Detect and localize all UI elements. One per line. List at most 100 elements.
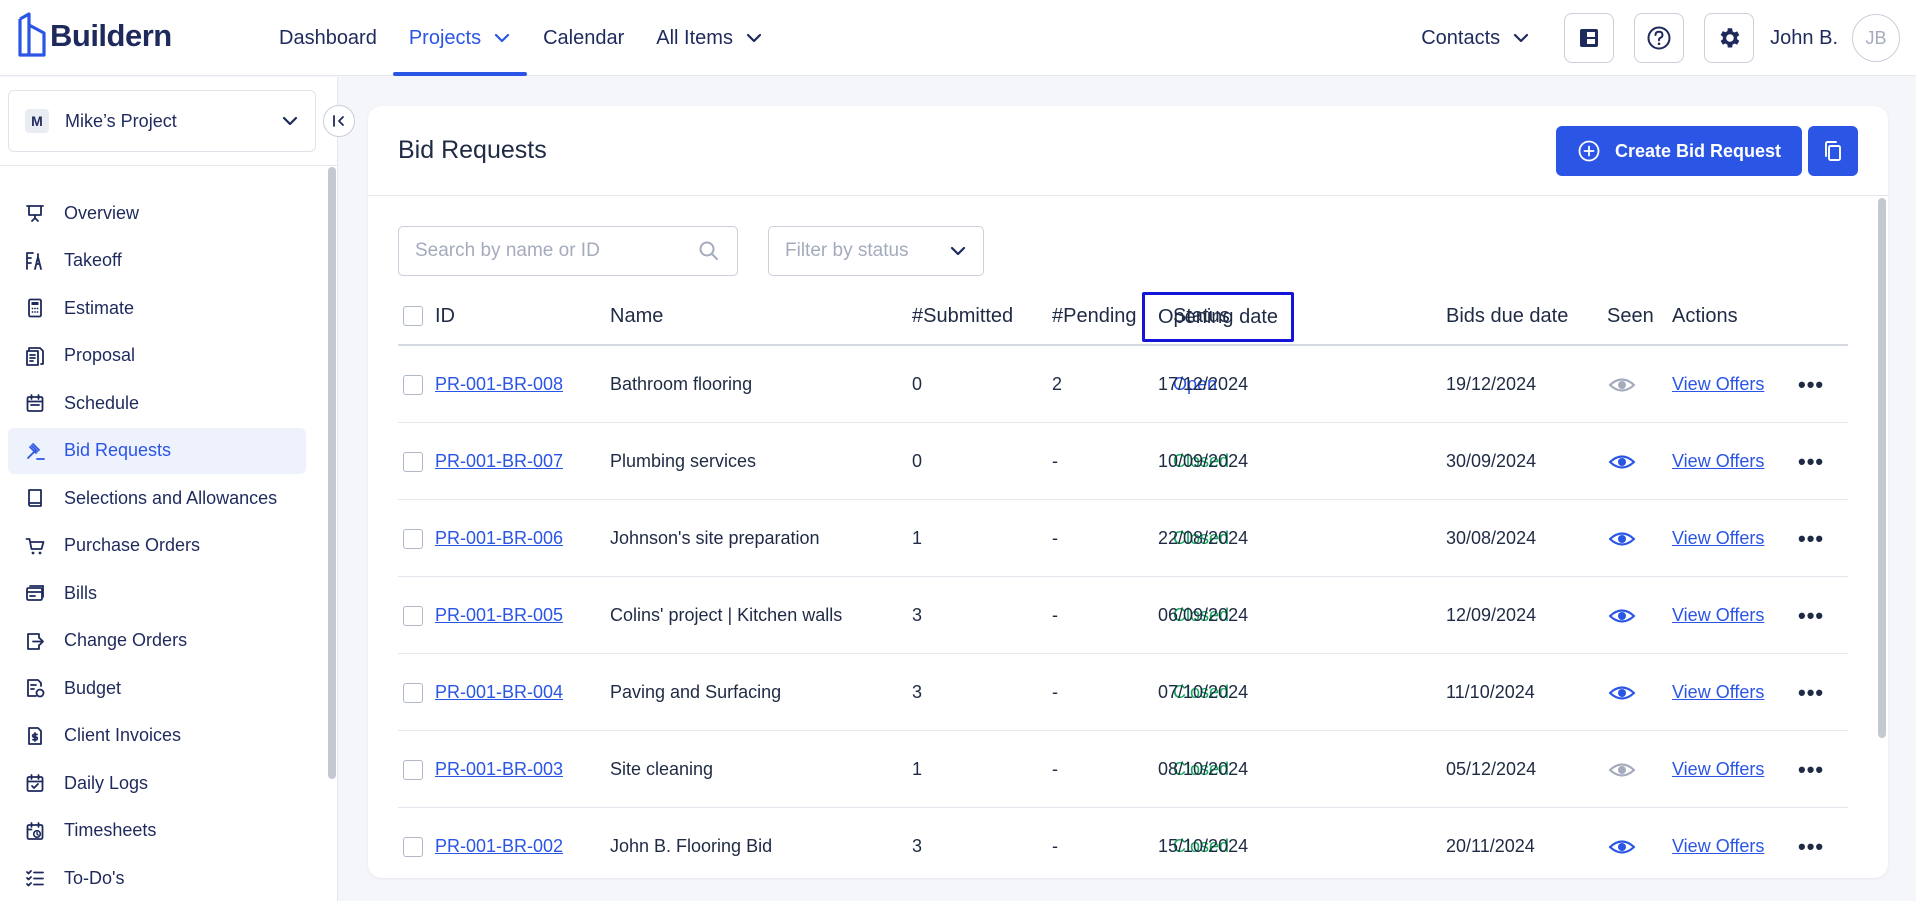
more-options-icon[interactable]: ••• (1798, 833, 1825, 859)
view-offers-link[interactable]: View Offers (1672, 528, 1765, 548)
bid-request-id-link[interactable]: PR-001-BR-005 (435, 605, 564, 625)
select-all-checkbox[interactable] (403, 306, 423, 326)
opening-date-cell: 08/10/2024 (1158, 759, 1249, 779)
column-bids-due-date[interactable]: Bids due date (1446, 304, 1569, 327)
table-row[interactable]: PR-001-BR-008 Bathroom flooring 0 2 Open 17/1… (398, 346, 1848, 423)
cart-icon (25, 537, 45, 554)
sidebar-item-takeoff[interactable]: Takeoff (8, 238, 306, 284)
search-input[interactable] (415, 240, 697, 262)
avatar[interactable]: JB (1852, 14, 1900, 62)
row-checkbox[interactable] (403, 759, 423, 780)
sidebar-item-bid-requests[interactable]: Bid Requests (8, 427, 306, 474)
view-offers-link[interactable]: View Offers (1672, 605, 1765, 625)
column-pending[interactable]: #Pending (1052, 304, 1137, 327)
nav-projects[interactable]: Projects (392, 0, 528, 76)
actions-cell: View Offers (1672, 577, 1764, 654)
more-cell: ••• (1798, 577, 1824, 654)
brand-logo[interactable]: Buildern (16, 10, 172, 62)
sidebar-item-selections[interactable]: Selections and Allowances (8, 475, 306, 521)
more-options-icon[interactable]: ••• (1798, 371, 1825, 397)
collapse-sidebar-button[interactable] (323, 105, 355, 137)
row-checkbox[interactable] (403, 451, 423, 472)
row-checkbox[interactable] (403, 605, 423, 626)
view-offers-link[interactable]: View Offers (1672, 374, 1765, 394)
chevron-down-icon (950, 246, 966, 256)
sidebar-item-proposal[interactable]: Proposal (8, 333, 306, 379)
row-select-cell (403, 423, 423, 500)
dashboard-layout-button[interactable] (1564, 13, 1615, 63)
column-seen[interactable]: Seen (1607, 304, 1654, 327)
contacts-menu[interactable]: Contacts (1421, 27, 1530, 50)
view-offers-link[interactable]: View Offers (1672, 836, 1765, 856)
column-actions[interactable]: Actions (1672, 304, 1738, 327)
column-status[interactable]: Status (1173, 304, 1230, 327)
bid-request-id-link[interactable]: PR-001-BR-008 (435, 374, 564, 394)
bid-request-id-link[interactable]: PR-001-BR-006 (435, 528, 564, 548)
help-button[interactable] (1634, 13, 1685, 63)
row-checkbox[interactable] (403, 528, 423, 549)
chevron-down-icon (746, 33, 762, 43)
more-options-icon[interactable]: ••• (1798, 756, 1825, 782)
page-title: Bid Requests (398, 136, 547, 164)
table-row[interactable]: PR-001-BR-002 John B. Flooring Bid 3 - Close… (398, 808, 1848, 878)
sidebar-item-timesheets[interactable]: Timesheets (8, 808, 306, 854)
row-checkbox[interactable] (403, 682, 423, 703)
sidebar-item-change-orders[interactable]: Change Orders (8, 618, 306, 664)
bids-due-date-cell: 19/12/2024 (1446, 374, 1537, 394)
table-row[interactable]: PR-001-BR-006 Johnson's site preparation 1… (398, 500, 1848, 577)
more-options-icon[interactable]: ••• (1798, 679, 1825, 705)
brand-name: Buildern (50, 18, 172, 53)
nav-dashboard[interactable]: Dashboard (263, 0, 393, 76)
bid-request-id-link[interactable]: PR-001-BR-007 (435, 451, 564, 471)
column-opening-date[interactable]: Opening date (1142, 292, 1294, 342)
card-scrollbar[interactable] (1878, 198, 1886, 738)
sidebar-item-label: Overview (64, 202, 140, 223)
sidebar-item-overview[interactable]: Overview (8, 190, 306, 236)
row-checkbox[interactable] (403, 374, 423, 395)
search-input-wrapper[interactable] (398, 226, 738, 276)
more-options-icon[interactable]: ••• (1798, 448, 1825, 474)
sidebar-item-daily-logs[interactable]: Daily Logs (8, 760, 306, 806)
nav-all-items[interactable]: All Items (640, 0, 779, 76)
sidebar-item-label: Daily Logs (64, 772, 149, 793)
sidebar-scrollbar[interactable] (328, 167, 336, 779)
submitted-cell: 0 (912, 374, 923, 394)
user-name[interactable]: John B. (1770, 26, 1838, 49)
table-row[interactable]: PR-001-BR-004 Paving and Surfacing 3 - Close… (398, 654, 1848, 731)
project-selector[interactable]: M Mike’s Project (8, 90, 316, 152)
sidebar-item-client-invoices[interactable]: Client Invoices (8, 713, 306, 759)
table-row[interactable]: PR-001-BR-005 Colins' project | Kitchen w… (398, 577, 1848, 654)
sidebar-item-schedule[interactable]: Schedule (8, 380, 306, 426)
sidebar-item-purchase-orders[interactable]: Purchase Orders (8, 523, 306, 569)
sidebar-item-estimate[interactable]: Estimate (8, 285, 306, 331)
status-filter-dropdown[interactable]: Filter by status (768, 226, 984, 276)
column-submitted[interactable]: #Submitted (912, 304, 1014, 327)
sidebar-item-budget[interactable]: Budget (8, 665, 306, 711)
view-offers-link[interactable]: View Offers (1672, 682, 1765, 702)
more-options-icon[interactable]: ••• (1798, 602, 1825, 628)
sidebar-item-bills[interactable]: Bills (8, 570, 306, 616)
column-id[interactable]: ID (435, 304, 455, 327)
bid-request-id-link[interactable]: PR-001-BR-002 (435, 836, 564, 856)
more-options-icon[interactable]: ••• (1798, 525, 1825, 551)
eye-icon (1608, 762, 1636, 777)
bid-request-id-link[interactable]: PR-001-BR-004 (435, 682, 564, 702)
nav-calendar[interactable]: Calendar (527, 0, 640, 76)
copy-button[interactable] (1808, 126, 1858, 176)
table-row[interactable]: PR-001-BR-007 Plumbing services 0 - Closed 10… (398, 423, 1848, 500)
checklist-icon (26, 870, 44, 887)
more-cell: ••• (1798, 346, 1824, 423)
bid-request-id-link[interactable]: PR-001-BR-003 (435, 759, 564, 779)
settings-button[interactable] (1704, 13, 1755, 63)
create-bid-request-button[interactable]: Create Bid Request (1556, 126, 1802, 176)
table-header: ID Name #Submitted #Pending Status Openi… (398, 286, 1848, 346)
row-checkbox[interactable] (403, 836, 423, 857)
sidebar-item-label: Purchase Orders (64, 535, 201, 555)
chevron-down-icon (1514, 33, 1529, 43)
view-offers-link[interactable]: View Offers (1672, 451, 1765, 471)
column-name[interactable]: Name (610, 304, 664, 327)
id-cell: PR-001-BR-004 (435, 654, 563, 731)
table-row[interactable]: PR-001-BR-003 Site cleaning 1 - Closed 08/10/… (398, 731, 1848, 808)
sidebar-item-todos[interactable]: To-Do's (8, 855, 306, 901)
view-offers-link[interactable]: View Offers (1672, 759, 1765, 779)
